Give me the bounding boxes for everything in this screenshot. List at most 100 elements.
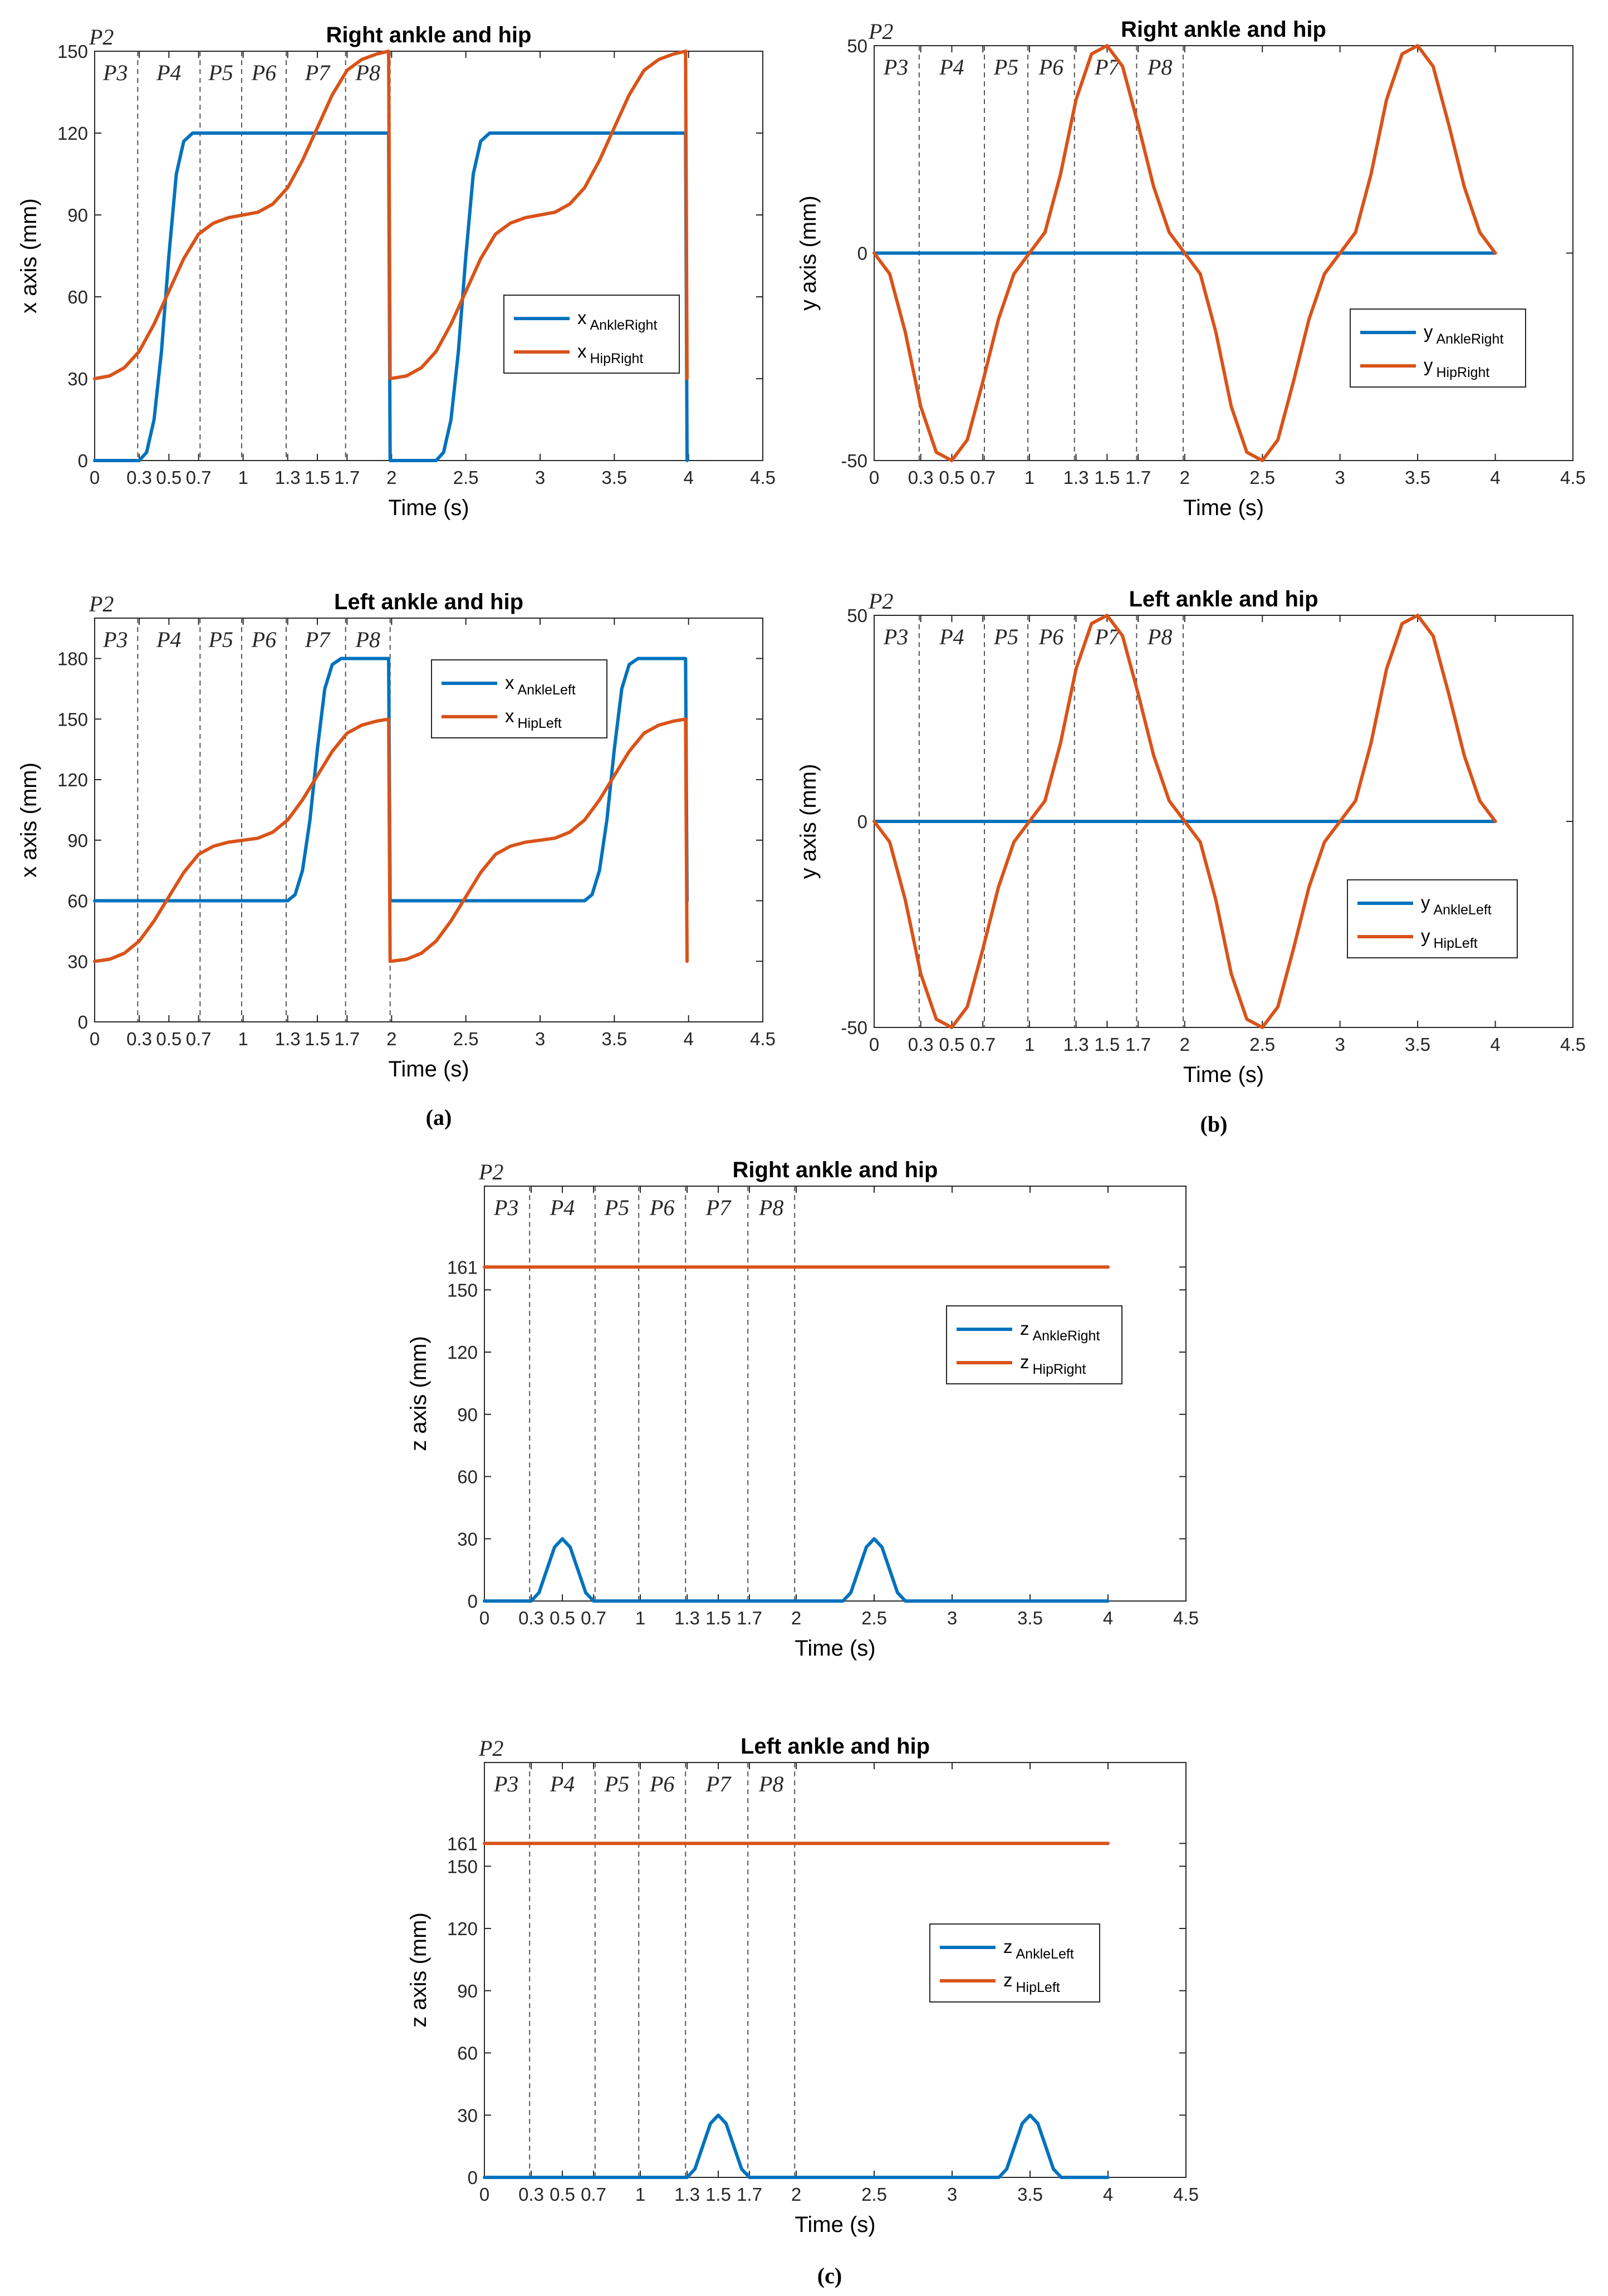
x-tick-label: 2.5 bbox=[861, 2184, 887, 2205]
phase-label-p2: P2 bbox=[89, 25, 114, 50]
series-line-hip bbox=[93, 50, 689, 380]
x-tick-label: 0 bbox=[479, 1608, 489, 1628]
x-tick-label: 4.5 bbox=[750, 467, 776, 488]
phase-label-p5: P5 bbox=[208, 60, 233, 85]
y-tick-label: 0 bbox=[468, 1591, 478, 1612]
phase-label-p8: P8 bbox=[355, 60, 380, 85]
y-tick-label: 50 bbox=[847, 36, 867, 56]
x-tick-label: 0.5 bbox=[550, 2184, 575, 2205]
y-tick-label: 90 bbox=[457, 1404, 478, 1425]
x-tick-label: 3 bbox=[947, 1608, 957, 1628]
x-tick-label: 1.3 bbox=[1063, 467, 1089, 488]
legend-entry: z HipLeft bbox=[1003, 1970, 1060, 1995]
phase-label-p6: P6 bbox=[251, 60, 276, 85]
legend-base: y bbox=[1421, 926, 1430, 946]
x-tick-label: 1 bbox=[635, 1608, 645, 1628]
legend-entry: z HipRight bbox=[1020, 1352, 1086, 1377]
x-tick-label: 3.5 bbox=[1017, 2184, 1043, 2205]
x-tick-label: 0.7 bbox=[186, 467, 212, 488]
phase-label-p7: P7 bbox=[705, 1771, 732, 1796]
x-tick-label: 1.7 bbox=[334, 1029, 360, 1049]
legend-entry: y AnkleLeft bbox=[1421, 892, 1492, 918]
phase-label-p6: P6 bbox=[1038, 624, 1063, 649]
x-tick-label: 2.5 bbox=[453, 467, 479, 488]
chart-title: Left ankle and hip bbox=[741, 1734, 930, 1759]
x-tick-label: 1.5 bbox=[305, 1029, 330, 1049]
phase-label-p6: P6 bbox=[649, 1195, 674, 1220]
phase-label-p2: P2 bbox=[868, 589, 893, 614]
phase-label-p3: P3 bbox=[493, 1771, 518, 1796]
x-tick-label: 0.7 bbox=[581, 2184, 606, 2205]
x-tick-label: 2 bbox=[791, 1608, 801, 1628]
x-axis-label: Time (s) bbox=[388, 496, 469, 520]
x-tick-label: 3 bbox=[1335, 1034, 1345, 1055]
legend-base: z bbox=[1003, 1970, 1013, 1990]
x-tick-label: 4.5 bbox=[1560, 467, 1586, 488]
phase-label-p4: P4 bbox=[550, 1195, 575, 1220]
legend: z AnkleRight z HipRight bbox=[946, 1305, 1122, 1384]
y-tick-label: 150 bbox=[447, 1856, 478, 1877]
x-tick-label: 3 bbox=[1335, 467, 1345, 488]
y-tick-label: 120 bbox=[57, 123, 88, 144]
x-tick-label: 3.5 bbox=[1405, 1034, 1430, 1055]
phase-label-p6: P6 bbox=[251, 627, 276, 652]
legend-subscript: AnkleRight bbox=[1033, 1328, 1100, 1344]
x-axis-label: Time (s) bbox=[1183, 1063, 1264, 1087]
y-tick-label: 120 bbox=[57, 770, 88, 790]
phase-label-p4: P4 bbox=[939, 624, 964, 649]
legend-box bbox=[1347, 879, 1518, 958]
legend-subscript: AnkleLeft bbox=[518, 682, 576, 698]
legend-subscript: HipLeft bbox=[1434, 936, 1478, 951]
x-tick-label: 0.7 bbox=[970, 467, 996, 488]
legend-box bbox=[431, 659, 607, 738]
x-tick-label: 1.5 bbox=[1094, 1034, 1120, 1055]
x-tick-label: 0.3 bbox=[126, 1029, 152, 1049]
x-tick-label: 3.5 bbox=[1405, 467, 1430, 488]
legend-entry: y HipLeft bbox=[1421, 926, 1478, 951]
y-tick-label: 30 bbox=[67, 951, 88, 972]
phase-label-p7: P7 bbox=[705, 1195, 732, 1220]
phase-label-p3: P3 bbox=[883, 624, 908, 649]
legend-entry: z AnkleRight bbox=[1020, 1318, 1100, 1344]
legend-subscript: HipLeft bbox=[518, 716, 562, 731]
legend-box bbox=[929, 1923, 1100, 2003]
x-tick-label: 1 bbox=[1024, 467, 1035, 488]
y-tick-label: 150 bbox=[57, 709, 88, 730]
phase-label-p2: P2 bbox=[478, 1159, 503, 1184]
legend-subscript: HipLeft bbox=[1016, 1980, 1060, 1995]
phase-label-p3: P3 bbox=[883, 55, 908, 80]
x-tick-label: 4.5 bbox=[1173, 2184, 1199, 2205]
y-tick-label: 150 bbox=[57, 41, 88, 62]
legend-box bbox=[1350, 309, 1526, 388]
legend-subscript: AnkleLeft bbox=[1434, 902, 1492, 918]
legend-entry: x HipRight bbox=[577, 341, 643, 366]
x-tick-label: 3 bbox=[535, 1029, 545, 1049]
x-tick-label: 1 bbox=[238, 1029, 248, 1049]
x-tick-label: 1.3 bbox=[674, 1608, 700, 1628]
y-tick-label: 0 bbox=[78, 1012, 88, 1032]
x-tick-label: 0 bbox=[869, 1034, 879, 1055]
series-line-hip bbox=[872, 614, 1497, 1029]
x-tick-label: 1 bbox=[635, 2184, 645, 2205]
y-axis-label: y axis (mm) bbox=[796, 195, 821, 311]
x-tick-label: 1.7 bbox=[737, 2184, 762, 2205]
legend-base: x bbox=[577, 341, 587, 361]
x-tick-label: 4.5 bbox=[750, 1029, 776, 1049]
phase-label-p6: P6 bbox=[649, 1771, 674, 1796]
x-tick-label: 0 bbox=[90, 1029, 100, 1049]
phase-label-p8: P8 bbox=[758, 1195, 783, 1220]
plot-area bbox=[484, 1186, 1187, 1602]
y-tick-label: 90 bbox=[67, 830, 88, 851]
panel-label-a: (a) bbox=[426, 1105, 452, 1130]
y-tick-label: 90 bbox=[67, 205, 88, 226]
legend-base: y bbox=[1424, 355, 1433, 375]
chart-title: Right ankle and hip bbox=[1121, 17, 1326, 42]
x-tick-label: 3.5 bbox=[601, 1029, 627, 1049]
phase-label-p6: P6 bbox=[1038, 55, 1063, 80]
legend-entry: x HipLeft bbox=[505, 706, 562, 731]
x-tick-label: 0 bbox=[90, 467, 100, 488]
